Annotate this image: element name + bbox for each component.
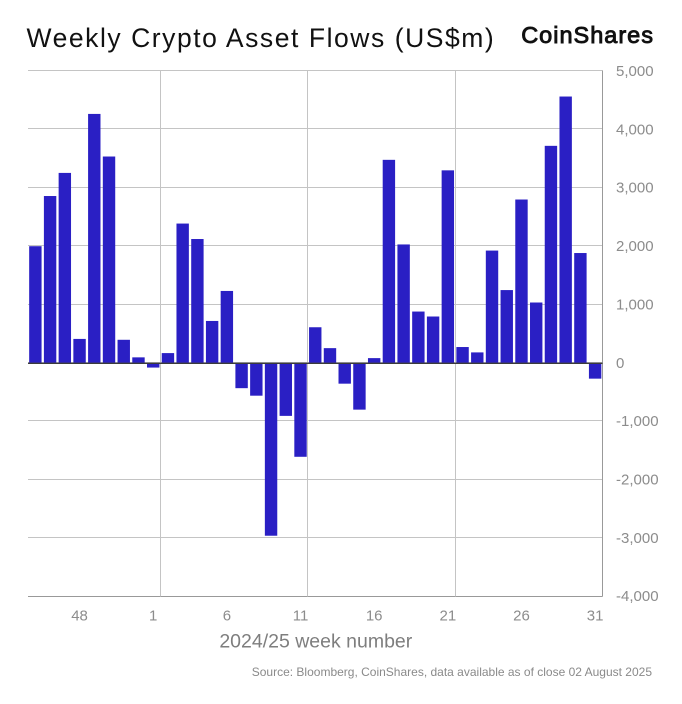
svg-text:2024/25 week number: 2024/25 week number bbox=[219, 631, 412, 653]
svg-text:21: 21 bbox=[439, 608, 456, 625]
svg-text:3,000: 3,000 bbox=[616, 180, 654, 197]
svg-text:48: 48 bbox=[71, 608, 88, 625]
svg-text:2,000: 2,000 bbox=[616, 238, 654, 255]
svg-text:31: 31 bbox=[587, 608, 604, 625]
svg-text:CoinShares: CoinShares bbox=[521, 22, 654, 48]
svg-text:0: 0 bbox=[616, 355, 624, 372]
svg-text:6: 6 bbox=[223, 608, 231, 625]
svg-text:4,000: 4,000 bbox=[616, 121, 654, 138]
svg-text:-1,000: -1,000 bbox=[616, 413, 659, 430]
svg-text:Weekly Crypto Asset Flows (US$: Weekly Crypto Asset Flows (US$m) bbox=[27, 23, 496, 53]
svg-text:-3,000: -3,000 bbox=[616, 530, 659, 547]
svg-text:1: 1 bbox=[149, 608, 157, 625]
svg-text:16: 16 bbox=[366, 608, 383, 625]
svg-text:-2,000: -2,000 bbox=[616, 471, 659, 488]
svg-text:11: 11 bbox=[293, 608, 309, 625]
svg-text:-4,000: -4,000 bbox=[616, 588, 659, 605]
svg-text:5,000: 5,000 bbox=[616, 63, 654, 80]
svg-text:Source: Bloomberg, CoinShares,: Source: Bloomberg, CoinShares, data avai… bbox=[252, 665, 653, 679]
svg-text:1,000: 1,000 bbox=[616, 296, 654, 313]
svg-text:26: 26 bbox=[513, 608, 530, 625]
